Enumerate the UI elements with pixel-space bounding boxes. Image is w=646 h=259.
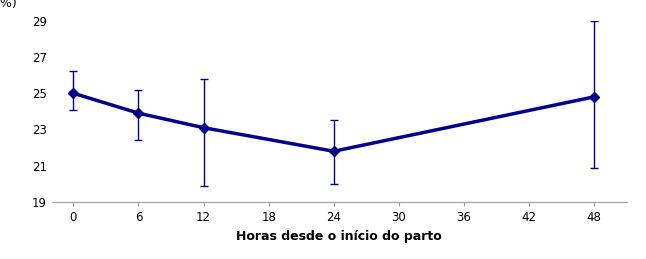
Text: (%): (%) bbox=[0, 0, 18, 10]
X-axis label: Horas desde o início do parto: Horas desde o início do parto bbox=[236, 229, 442, 243]
